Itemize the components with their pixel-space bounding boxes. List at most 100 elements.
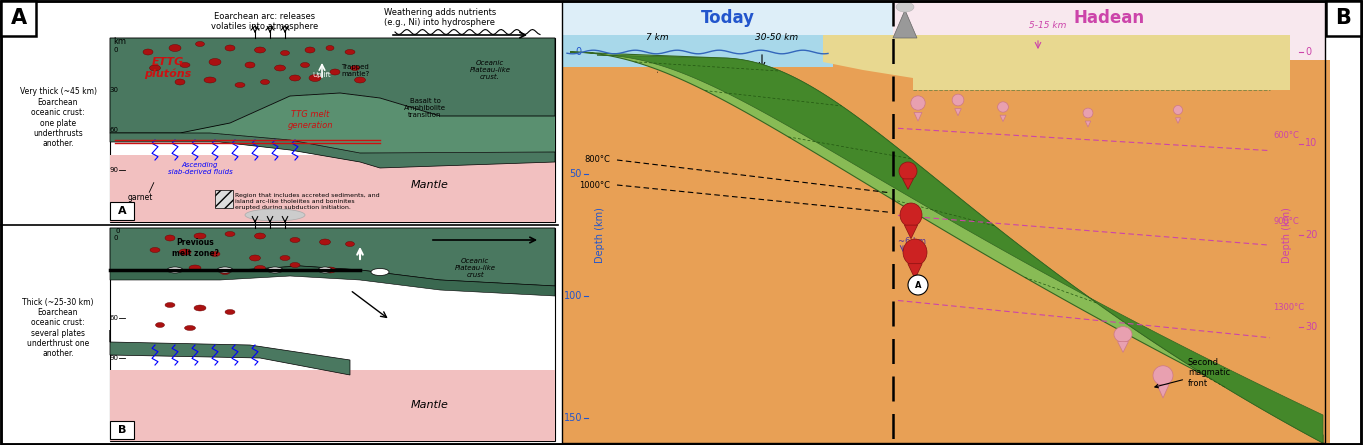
- Ellipse shape: [290, 238, 300, 243]
- Polygon shape: [110, 93, 555, 153]
- Text: 800°C: 800°C: [585, 155, 611, 165]
- Bar: [1326, 1, 1362, 36]
- Ellipse shape: [245, 62, 255, 68]
- Bar: [110, 38, 555, 222]
- Polygon shape: [915, 113, 921, 121]
- Bar: [562, 1, 893, 443]
- Bar: [110, 228, 555, 441]
- Ellipse shape: [350, 65, 360, 70]
- Polygon shape: [893, 10, 917, 38]
- Ellipse shape: [245, 209, 305, 221]
- Ellipse shape: [318, 267, 333, 273]
- Text: 0: 0: [116, 228, 120, 234]
- Ellipse shape: [143, 49, 153, 55]
- Ellipse shape: [324, 267, 337, 273]
- Text: A: A: [117, 206, 127, 216]
- Text: 30-50 km: 30-50 km: [755, 33, 799, 42]
- Ellipse shape: [289, 75, 300, 81]
- Ellipse shape: [155, 323, 165, 328]
- Ellipse shape: [217, 267, 233, 273]
- Ellipse shape: [953, 94, 964, 106]
- Polygon shape: [1000, 115, 1006, 121]
- Ellipse shape: [255, 233, 266, 239]
- Bar: [562, 60, 1330, 443]
- Ellipse shape: [209, 58, 221, 65]
- Ellipse shape: [1114, 327, 1133, 342]
- Ellipse shape: [330, 69, 339, 75]
- Ellipse shape: [895, 2, 915, 12]
- Text: 1000°C: 1000°C: [579, 181, 611, 190]
- Ellipse shape: [195, 41, 204, 46]
- Ellipse shape: [354, 77, 365, 83]
- Polygon shape: [1118, 342, 1129, 352]
- Polygon shape: [110, 38, 555, 133]
- Ellipse shape: [210, 251, 219, 256]
- Text: Thick (~25-30 km)
Eoarchean
oceanic crust:
several plates
underthrust one
anothe: Thick (~25-30 km) Eoarchean oceanic crus…: [22, 298, 94, 359]
- Circle shape: [908, 275, 928, 295]
- Ellipse shape: [219, 270, 230, 275]
- Ellipse shape: [174, 79, 185, 85]
- Text: Weathering adds nutrients
(e.g., Ni) into hydrosphere: Weathering adds nutrients (e.g., Ni) int…: [384, 8, 496, 28]
- Bar: [110, 370, 555, 441]
- Text: Eoarchean arc: releases
volatiles into atmosphere: Eoarchean arc: releases volatiles into a…: [211, 12, 319, 32]
- Bar: [913, 35, 1289, 90]
- Text: 30: 30: [109, 275, 119, 281]
- Text: Previous
melt zone?: Previous melt zone?: [172, 239, 218, 258]
- Ellipse shape: [255, 47, 266, 53]
- Ellipse shape: [1174, 105, 1183, 114]
- Ellipse shape: [326, 45, 334, 50]
- Polygon shape: [110, 133, 555, 168]
- Ellipse shape: [290, 263, 300, 267]
- Text: Today: Today: [701, 9, 755, 27]
- Polygon shape: [908, 264, 923, 279]
- Bar: [110, 421, 134, 439]
- Text: Basalt to
Amphibolite
transition: Basalt to Amphibolite transition: [403, 98, 446, 118]
- Text: garnet: garnet: [127, 194, 153, 202]
- Polygon shape: [905, 225, 917, 239]
- Text: 600°C: 600°C: [1273, 130, 1299, 139]
- Text: Uplift: Uplift: [312, 72, 331, 78]
- Bar: [110, 202, 134, 220]
- Ellipse shape: [169, 44, 181, 52]
- Text: ~6 km: ~6 km: [898, 238, 925, 247]
- Bar: [390, 38, 555, 73]
- Text: 90: 90: [109, 355, 119, 361]
- Ellipse shape: [267, 267, 284, 273]
- Ellipse shape: [900, 162, 917, 180]
- Ellipse shape: [150, 65, 161, 71]
- Ellipse shape: [179, 249, 191, 255]
- Text: 100: 100: [564, 291, 582, 301]
- Text: Depth (km): Depth (km): [1283, 207, 1292, 263]
- Text: Oceanic
Plateau-like
crust.: Oceanic Plateau-like crust.: [469, 60, 511, 80]
- Ellipse shape: [1153, 366, 1174, 385]
- Text: 0: 0: [113, 47, 119, 53]
- Text: B: B: [117, 425, 127, 435]
- Text: 150: 150: [563, 413, 582, 423]
- Text: 1300°C: 1300°C: [1273, 303, 1304, 312]
- Bar: [1, 1, 35, 36]
- Bar: [562, 1, 1325, 443]
- Polygon shape: [110, 228, 555, 286]
- Ellipse shape: [910, 96, 925, 110]
- Ellipse shape: [281, 50, 289, 56]
- Text: 5-15 km: 5-15 km: [1029, 21, 1067, 30]
- Polygon shape: [597, 55, 1323, 443]
- Ellipse shape: [184, 325, 195, 331]
- Text: A: A: [915, 280, 921, 290]
- Text: km: km: [113, 36, 127, 45]
- Bar: [399, 228, 555, 263]
- Ellipse shape: [225, 310, 234, 315]
- Polygon shape: [1175, 118, 1180, 123]
- Ellipse shape: [319, 239, 330, 245]
- Text: 20: 20: [1304, 230, 1318, 240]
- Ellipse shape: [274, 65, 285, 71]
- Polygon shape: [954, 109, 961, 116]
- Text: 40: 40: [1304, 413, 1317, 423]
- Ellipse shape: [260, 80, 270, 85]
- Ellipse shape: [194, 233, 206, 239]
- Polygon shape: [570, 52, 1323, 443]
- Ellipse shape: [998, 102, 1009, 112]
- Polygon shape: [823, 35, 913, 78]
- Ellipse shape: [150, 247, 159, 252]
- Text: 7 km: 7 km: [646, 33, 668, 42]
